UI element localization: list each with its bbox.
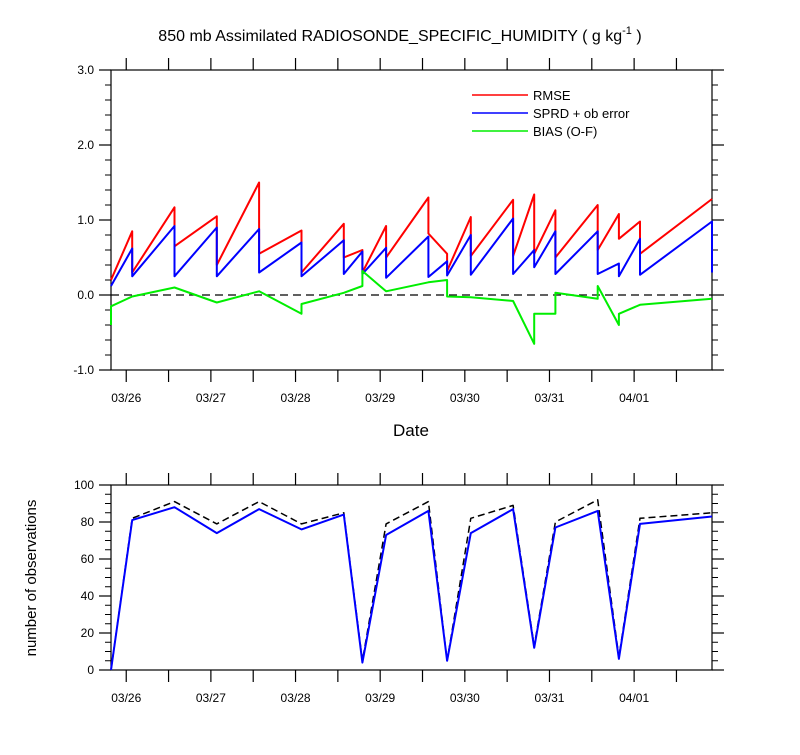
bottom-x-tick-label: 03/29 bbox=[365, 691, 395, 705]
bottom-x-tick-label: 04/01 bbox=[619, 691, 649, 705]
bottom-x-tick-label: 03/30 bbox=[450, 691, 480, 705]
top-x-tick-label: 03/26 bbox=[111, 391, 141, 405]
bottom-series-possible bbox=[110, 499, 713, 671]
bottom-x-tick-label: 03/26 bbox=[111, 691, 141, 705]
legend-rmse-label: RMSE bbox=[533, 88, 571, 103]
bottom-y-tick-label: 40 bbox=[81, 589, 95, 603]
bottom-x-tick-label: 03/27 bbox=[196, 691, 226, 705]
chart-title-superscript: -1 bbox=[622, 25, 632, 37]
top-x-tick-label: 03/27 bbox=[196, 391, 226, 405]
legend: RMSE SPRD + ob error BIAS (O-F) bbox=[472, 88, 630, 139]
bottom-y-tick-label: 20 bbox=[81, 626, 95, 640]
bottom-series-assimilated bbox=[110, 506, 713, 671]
top-y-tick-label: 2.0 bbox=[77, 138, 94, 152]
y-axis-title-observations: number of observations bbox=[23, 500, 40, 657]
top-series-bias-o-f bbox=[110, 270, 713, 345]
chart-title-suffix: ) bbox=[632, 28, 642, 45]
top-y-tick-label: -1.0 bbox=[73, 363, 94, 377]
top-x-tick-label: 03/29 bbox=[365, 391, 395, 405]
x-axis-title: Date bbox=[393, 421, 429, 440]
top-y-tick-label: 1.0 bbox=[77, 213, 94, 227]
top-x-tick-label: 03/30 bbox=[450, 391, 480, 405]
top-axis-ticks bbox=[99, 58, 724, 382]
top-x-tick-label: 04/01 bbox=[619, 391, 649, 405]
top-series-group bbox=[110, 181, 713, 345]
top-y-tick-label: 3.0 bbox=[77, 63, 94, 77]
top-axis-labels: 03/26 03/27 03/28 03/29 03/30 03/31 04/01 -1.0 0… bbox=[73, 63, 649, 405]
chart-title-main: 850 mb Assimilated RADIOSONDE_SPECIFIC_H… bbox=[158, 28, 622, 45]
top-x-tick-label: 03/28 bbox=[281, 391, 311, 405]
bottom-series-group bbox=[110, 499, 713, 671]
top-x-tick-label: 03/31 bbox=[534, 391, 564, 405]
bottom-y-tick-label: 80 bbox=[81, 515, 95, 529]
bottom-y-tick-label: 0 bbox=[87, 663, 94, 677]
bottom-axis-ticks bbox=[99, 473, 724, 682]
bottom-axis-labels: 03/26 03/27 03/28 03/29 03/30 03/31 04/01 0 20 40… bbox=[74, 478, 649, 705]
chart-title: 850 mb Assimilated RADIOSONDE_SPECIFIC_H… bbox=[158, 25, 641, 45]
top-series-rmse bbox=[110, 181, 713, 281]
bottom-x-tick-label: 03/28 bbox=[281, 691, 311, 705]
legend-sprd-label: SPRD + ob error bbox=[533, 106, 630, 121]
legend-bias-label: BIAS (O-F) bbox=[533, 124, 597, 139]
top-y-tick-label: 0.0 bbox=[77, 288, 94, 302]
bottom-y-tick-label: 100 bbox=[74, 478, 94, 492]
bottom-y-tick-label: 60 bbox=[81, 552, 95, 566]
bottom-x-tick-label: 03/31 bbox=[534, 691, 564, 705]
top-series-sprd-ob-error bbox=[110, 217, 713, 287]
